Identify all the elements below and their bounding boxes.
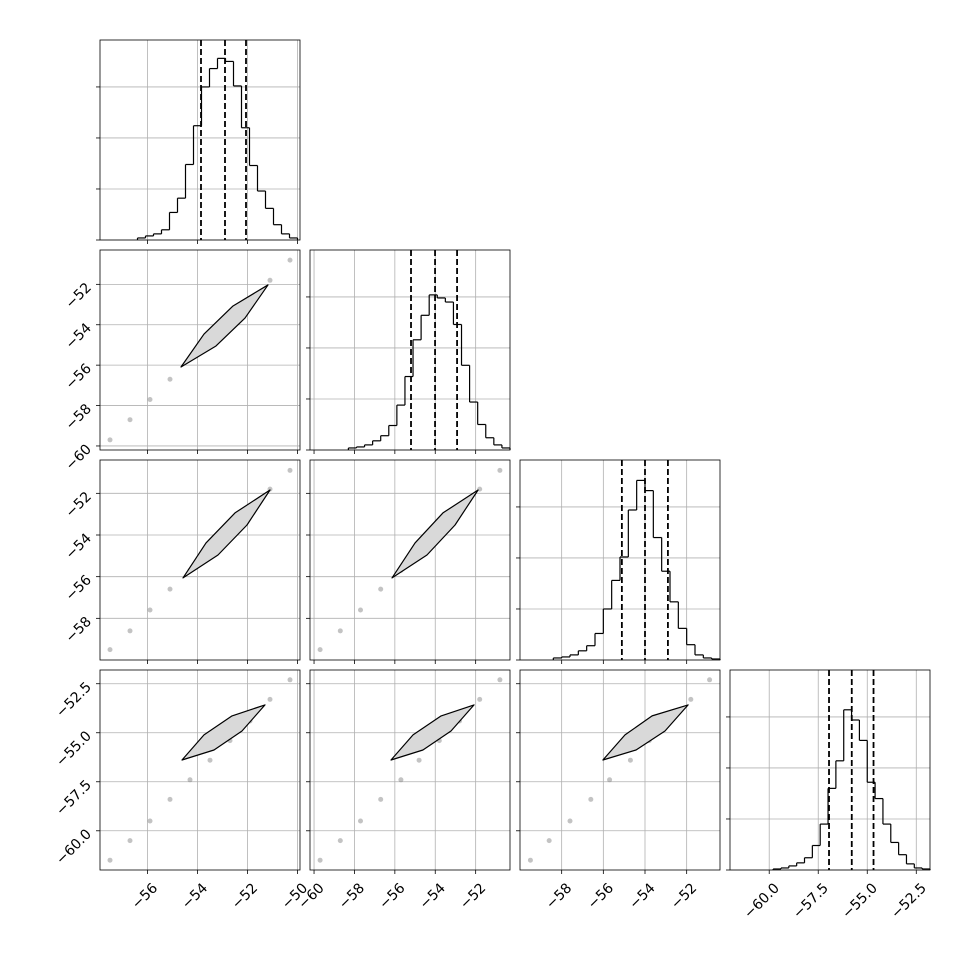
sample-point: [317, 857, 323, 863]
x-tick-label: −52: [229, 880, 261, 912]
sample-point: [337, 628, 343, 634]
sample-point: [707, 677, 713, 683]
sample-point: [688, 696, 694, 702]
panel-frame: [519, 669, 721, 871]
sample-point: [378, 586, 384, 592]
sample-point: [147, 396, 153, 402]
panel-frame: [99, 459, 301, 661]
sample-point: [497, 677, 503, 683]
sample-point: [287, 467, 293, 473]
sample-point: [627, 757, 633, 763]
sample-point: [497, 467, 503, 473]
contour: [391, 489, 479, 579]
panel-frame: [99, 669, 301, 871]
sample-point: [167, 586, 173, 592]
x-tick-label: −54: [626, 880, 658, 912]
x-tick-label: −56: [376, 880, 408, 912]
panel-frame: [309, 669, 511, 871]
y-tick-label: −57.5: [53, 777, 95, 819]
contour: [180, 284, 269, 368]
sample-point: [147, 607, 153, 613]
contour: [181, 704, 266, 761]
sample-point: [207, 757, 213, 763]
x-tick-label: −55.0: [839, 880, 881, 922]
panel-frame: [99, 39, 301, 241]
sample-point: [358, 607, 364, 613]
sample-point: [107, 437, 113, 443]
x-tick-label: −56: [585, 880, 617, 912]
x-tick-label: −60.0: [741, 880, 783, 922]
sample-point: [477, 696, 483, 702]
sample-point: [167, 796, 173, 802]
sample-point: [267, 696, 273, 702]
contour: [390, 704, 475, 761]
x-tick-label: −52: [457, 880, 489, 912]
sample-point: [607, 777, 613, 783]
y-tick-label: −55.0: [53, 728, 95, 770]
sample-point: [107, 647, 113, 653]
contour: [602, 704, 689, 761]
x-tick-label: −52.5: [888, 880, 930, 922]
sample-point: [167, 376, 173, 382]
x-tick-label: −52: [668, 880, 700, 912]
contour: [182, 489, 271, 579]
sample-point: [317, 647, 323, 653]
sample-point: [127, 417, 133, 423]
sample-point: [416, 757, 422, 763]
sample-point: [127, 628, 133, 634]
panel-frame: [519, 459, 721, 661]
sample-point: [127, 838, 133, 844]
y-tick-label: −54: [63, 320, 95, 352]
x-tick-label: −54: [417, 880, 449, 912]
panel-frame: [99, 249, 301, 451]
panel-frame: [729, 669, 931, 871]
y-tick-label: −60: [63, 441, 95, 473]
y-tick-label: −58: [63, 614, 95, 646]
sample-point: [567, 818, 573, 824]
y-tick-label: −58: [63, 401, 95, 433]
panel-frame: [309, 459, 511, 661]
x-tick-label: −58: [543, 880, 575, 912]
sample-point: [267, 277, 273, 283]
y-tick-label: −56: [63, 572, 95, 604]
x-tick-label: −57.5: [790, 880, 832, 922]
sample-point: [107, 857, 113, 863]
x-tick-label: −58: [336, 880, 368, 912]
sample-point: [187, 777, 193, 783]
y-tick-label: −52: [63, 489, 95, 521]
x-tick-label: −54: [179, 880, 211, 912]
sample-point: [378, 796, 384, 802]
sample-point: [337, 838, 343, 844]
sample-point: [527, 857, 533, 863]
y-tick-label: −52: [63, 280, 95, 312]
sample-point: [147, 818, 153, 824]
sample-point: [358, 818, 364, 824]
sample-point: [287, 257, 293, 263]
y-tick-label: −60.0: [53, 826, 95, 868]
sample-point: [287, 677, 293, 683]
y-tick-label: −52.5: [53, 679, 95, 721]
y-tick-label: −56: [63, 361, 95, 393]
y-tick-label: −54: [63, 530, 95, 562]
sample-point: [588, 796, 594, 802]
x-tick-label: −56: [129, 880, 161, 912]
sample-point: [398, 777, 404, 783]
panel-frame: [309, 249, 511, 451]
sample-point: [546, 838, 552, 844]
